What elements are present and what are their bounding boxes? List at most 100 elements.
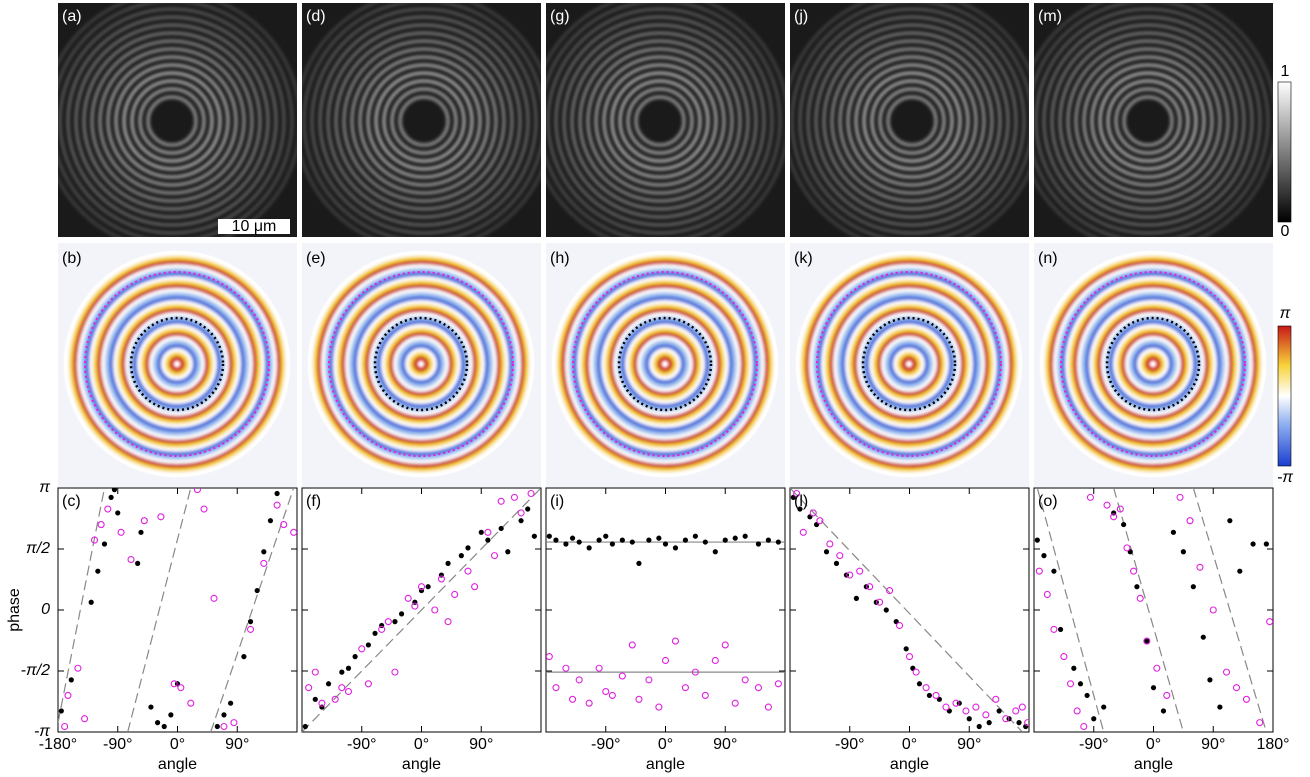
inner-contour xyxy=(129,316,225,412)
data-point xyxy=(148,704,154,710)
data-point xyxy=(1143,637,1151,645)
ring xyxy=(846,55,978,187)
data-point xyxy=(1034,537,1040,543)
ring xyxy=(398,95,450,147)
data-point xyxy=(656,535,662,541)
data-point xyxy=(595,664,603,672)
x-tick-label: 90° xyxy=(469,736,493,753)
x-tick-label: 90° xyxy=(225,736,249,753)
ring xyxy=(806,15,1018,227)
inner-contour xyxy=(1105,316,1201,412)
data-point xyxy=(510,493,518,501)
data-point xyxy=(603,533,609,539)
ring xyxy=(130,79,214,163)
data-point xyxy=(754,684,762,692)
fit-line xyxy=(1192,488,1267,732)
rings xyxy=(1041,252,1265,476)
data-point xyxy=(115,510,121,516)
ring xyxy=(318,15,530,227)
data-point xyxy=(912,668,920,676)
data-point xyxy=(1073,707,1081,715)
data-point xyxy=(108,494,114,500)
ring xyxy=(105,292,249,436)
data-point xyxy=(127,555,135,564)
ring xyxy=(385,328,457,400)
ring xyxy=(841,296,977,432)
ring xyxy=(862,71,962,171)
data-point xyxy=(826,540,834,548)
ring xyxy=(1097,308,1209,420)
ring xyxy=(626,87,694,155)
data-point xyxy=(1057,626,1064,633)
ring xyxy=(1041,252,1265,476)
data-point xyxy=(546,653,553,661)
data-point xyxy=(398,611,405,617)
ring xyxy=(1069,280,1237,448)
ring xyxy=(877,332,941,396)
panel-label: (a) xyxy=(62,8,82,25)
x-tick-label: 0° xyxy=(170,736,185,753)
ring xyxy=(585,284,745,444)
data-point xyxy=(358,645,366,653)
inner-contour xyxy=(373,316,469,412)
data-point xyxy=(246,625,255,633)
ring xyxy=(1093,304,1213,424)
intensity-image xyxy=(790,3,1029,237)
data-point xyxy=(702,539,708,545)
data-point xyxy=(392,619,398,625)
ring xyxy=(313,256,529,472)
y-tick-label: π xyxy=(39,479,50,496)
ring xyxy=(397,340,445,388)
ring xyxy=(66,15,278,227)
ring xyxy=(813,268,1005,460)
plot-frame xyxy=(1033,487,1274,733)
rings xyxy=(797,252,1021,476)
ring xyxy=(822,31,1002,211)
plot-panel: -90° 0° 90° (i) angle xyxy=(545,487,786,773)
y-tick-label: π/2 xyxy=(26,540,50,557)
rings xyxy=(546,3,785,237)
ring xyxy=(157,344,197,384)
data-point xyxy=(117,528,125,536)
data-point xyxy=(228,700,234,706)
ring xyxy=(321,264,521,464)
data-point xyxy=(518,518,524,524)
data-point xyxy=(823,549,830,555)
ring xyxy=(1058,31,1238,211)
ring xyxy=(1114,87,1182,155)
ring xyxy=(77,264,277,464)
data-point xyxy=(962,707,970,715)
ring xyxy=(837,292,981,436)
data-point xyxy=(465,545,471,551)
data-point xyxy=(836,552,844,560)
data-point xyxy=(575,676,583,684)
ring xyxy=(637,336,693,392)
phase-colorbar xyxy=(1277,325,1292,467)
data-point xyxy=(682,537,689,543)
ring xyxy=(893,348,925,380)
ring xyxy=(618,79,702,163)
data-point xyxy=(793,489,801,498)
data-point xyxy=(58,708,64,714)
data-point xyxy=(445,560,451,566)
scale-bar-label: 10 μm xyxy=(232,218,277,235)
data-point xyxy=(905,653,914,661)
plot-panel: -180° -90° 0° 90° π π/2 0 -π/2 -π (c) angle phase xyxy=(6,479,298,773)
data-point xyxy=(417,583,426,591)
data-point xyxy=(646,537,652,543)
data-point xyxy=(1150,685,1157,691)
intensity-image xyxy=(302,3,541,237)
data-point xyxy=(775,539,781,545)
ring xyxy=(1049,260,1257,468)
ring xyxy=(833,288,985,440)
data-point xyxy=(1144,638,1150,644)
data-point xyxy=(305,684,313,692)
rings xyxy=(553,252,777,476)
data-point xyxy=(774,680,782,688)
ring xyxy=(817,272,1001,456)
data-point xyxy=(1136,594,1144,602)
data-point xyxy=(485,537,491,543)
ring xyxy=(577,276,753,452)
ring xyxy=(357,300,485,428)
ring xyxy=(1145,356,1161,372)
